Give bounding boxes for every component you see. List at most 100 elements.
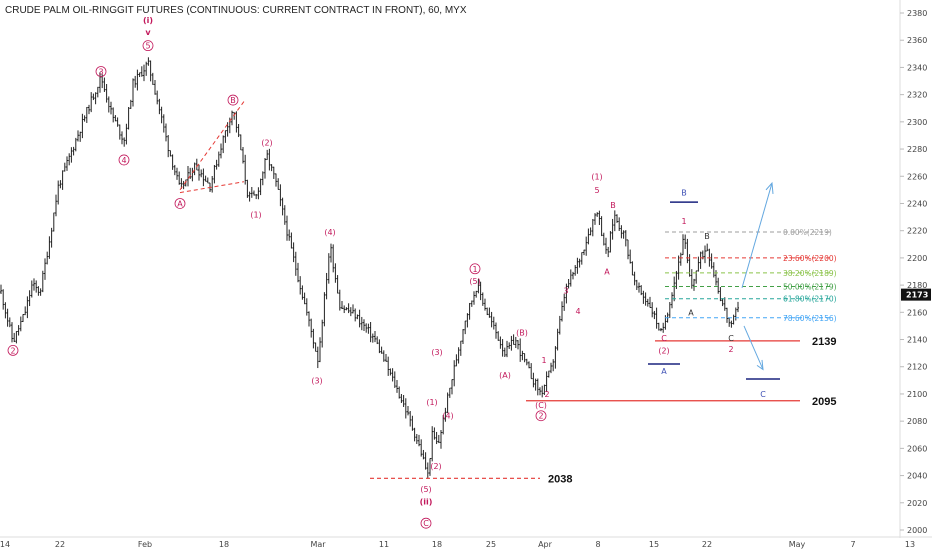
wave-label: B (610, 201, 616, 210)
fib-label: 50.00%(2179) (783, 282, 837, 291)
wave-label: A (688, 308, 694, 317)
y-tick-label: 2160 (907, 308, 927, 317)
abc-label: A (661, 367, 667, 376)
x-tick-label: 7 (850, 540, 855, 549)
y-tick-label: 2120 (907, 363, 927, 372)
wave-label: 3 (563, 287, 568, 296)
wave-label: C (728, 334, 734, 343)
y-tick-label: 2100 (907, 390, 927, 399)
y-tick-label: 2080 (907, 417, 927, 426)
y-tick-label: 2020 (907, 499, 927, 508)
x-tick-label: 15 (649, 540, 659, 549)
wave-label: (1) (250, 210, 261, 219)
wave-label: 2 (538, 412, 543, 421)
projection-arrow-down (743, 325, 764, 370)
wave-label: 5 (594, 186, 599, 195)
wave-label: (1) (426, 398, 437, 407)
wave-circle (142, 40, 154, 52)
wave-label: 2 (544, 390, 549, 399)
y-tick-label: 2000 (907, 526, 927, 535)
wave-circle (227, 94, 239, 106)
wave-circle (420, 517, 432, 529)
y-tick-label: 2040 (907, 472, 927, 481)
last-price-marker: 2173 (901, 288, 931, 301)
wave-circle (535, 410, 547, 422)
wave-label: (5) (420, 485, 431, 494)
wave-label: (2) (658, 346, 669, 355)
projection-arrow-up (741, 182, 773, 288)
channel-lower-line (179, 181, 245, 194)
wave-label: B (704, 232, 710, 241)
fib-label: 78.60%(2156) (783, 314, 837, 323)
wave-label: (4) (324, 228, 335, 237)
x-tick-label: Mar (310, 540, 326, 549)
x-tick-label: 22 (55, 540, 65, 549)
key-levels: 2139 2095 2038 (370, 336, 836, 485)
x-tick-label: 14 (0, 540, 10, 549)
wave-circle (469, 263, 481, 275)
x-tick-label: Feb (138, 540, 152, 549)
wave-label: (i) (143, 16, 153, 25)
price-bars (0, 57, 739, 479)
y-tick-label: 2200 (907, 254, 927, 263)
y-tick-label: 2060 (907, 444, 927, 453)
wave-circle (95, 66, 107, 77)
wave-label: (3) (431, 348, 442, 357)
y-tick-label: 2280 (907, 145, 927, 154)
arrow-head-up (765, 181, 774, 194)
y-tick-label: 2300 (907, 118, 927, 127)
wave-label: (1) (591, 172, 602, 181)
last-price-badge (901, 288, 931, 301)
last-price-label: 2173 (906, 291, 928, 300)
wave-label: 1 (472, 265, 477, 274)
wave-label: 3 (98, 68, 103, 77)
key-level-label: 2095 (812, 396, 836, 408)
wave-label: v (145, 28, 151, 37)
wave-label: 4 (121, 156, 126, 165)
wave-labels: (i) v 5 3 4 B A 2 (2) (1) (4) (3) (3) (1) (4) (2) (5) (ii… (7, 16, 734, 529)
wave-label: C (661, 334, 667, 343)
wave-label: (ii) (420, 497, 433, 506)
y-tick-label: 2240 (907, 199, 927, 208)
wave-label: 2 (10, 346, 15, 355)
x-tick-label: 22 (702, 540, 712, 549)
x-axis: 14 22 Feb 18 Mar 11 18 25 Apr 8 15 22 May 7 13 (0, 540, 915, 549)
wave-label: (B) (516, 329, 528, 338)
trend-drawings: B A C (179, 101, 780, 399)
key-level-label: 2139 (812, 336, 836, 348)
fib-label: 23.60%(2200) (783, 254, 837, 263)
x-tick-label: 8 (595, 540, 600, 549)
y-tick-label: 2360 (907, 36, 927, 45)
x-tick-label: May (789, 540, 806, 549)
wave-label: A (604, 268, 610, 277)
key-level-label: 2038 (548, 473, 572, 485)
fib-label: 61.80%(2170) (783, 295, 837, 304)
x-tick-label: 11 (379, 540, 389, 549)
wave-label: 4 (575, 307, 580, 316)
x-tick-label: 13 (905, 540, 915, 549)
y-tick-label: 2260 (907, 172, 927, 181)
wave-circle (118, 154, 130, 166)
y-tick-label: 2180 (907, 281, 927, 290)
y-tick-label: 2320 (907, 91, 927, 100)
wave-circle (174, 198, 186, 209)
x-tick-label: 18 (432, 540, 442, 549)
y-tick-label: 2380 (907, 9, 927, 18)
wave-label: 5 (145, 42, 150, 51)
x-tick-label: 25 (486, 540, 496, 549)
x-tick-label: 18 (219, 540, 229, 549)
wave-label: 1 (541, 356, 546, 365)
x-tick-label: Apr (538, 540, 553, 549)
wave-label: (2) (430, 462, 441, 471)
wave-label: (A) (499, 371, 511, 380)
fib-label: 0.00%(2219) (783, 228, 832, 237)
wave-label: (C) (535, 401, 547, 410)
y-tick-label: 2340 (907, 63, 927, 72)
y-tick-label: 2140 (907, 336, 927, 345)
abc-label: B (681, 189, 687, 198)
wave-label: (2) (261, 138, 272, 147)
wave-label: B (230, 96, 236, 105)
y-axis: 2000 2020 2040 2060 2080 2100 2120 2140 2160 2180… (900, 9, 927, 535)
